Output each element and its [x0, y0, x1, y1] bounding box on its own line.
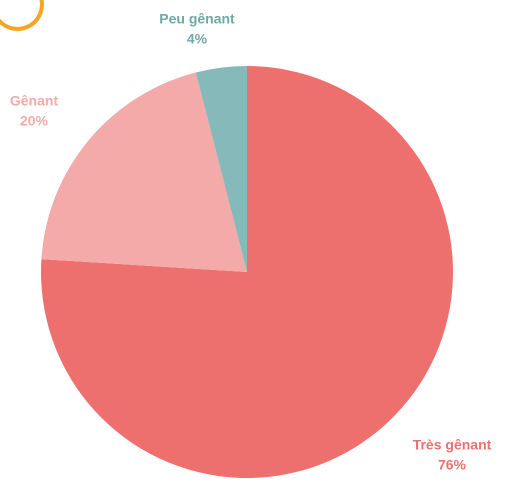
slice-value-label: 20%: [20, 113, 49, 129]
slice-label: Très gênant: [413, 437, 492, 453]
slice-value-label: 4%: [187, 31, 208, 47]
slice-value-label: 76%: [438, 457, 467, 473]
slice-label: Peu gênant: [159, 11, 235, 27]
slice-label: Gênant: [10, 93, 59, 109]
pie-slice: [195, 66, 247, 272]
logo-arc: [0, 0, 44, 31]
pie-slice: [41, 66, 454, 478]
pie-slice: [41, 72, 247, 273]
